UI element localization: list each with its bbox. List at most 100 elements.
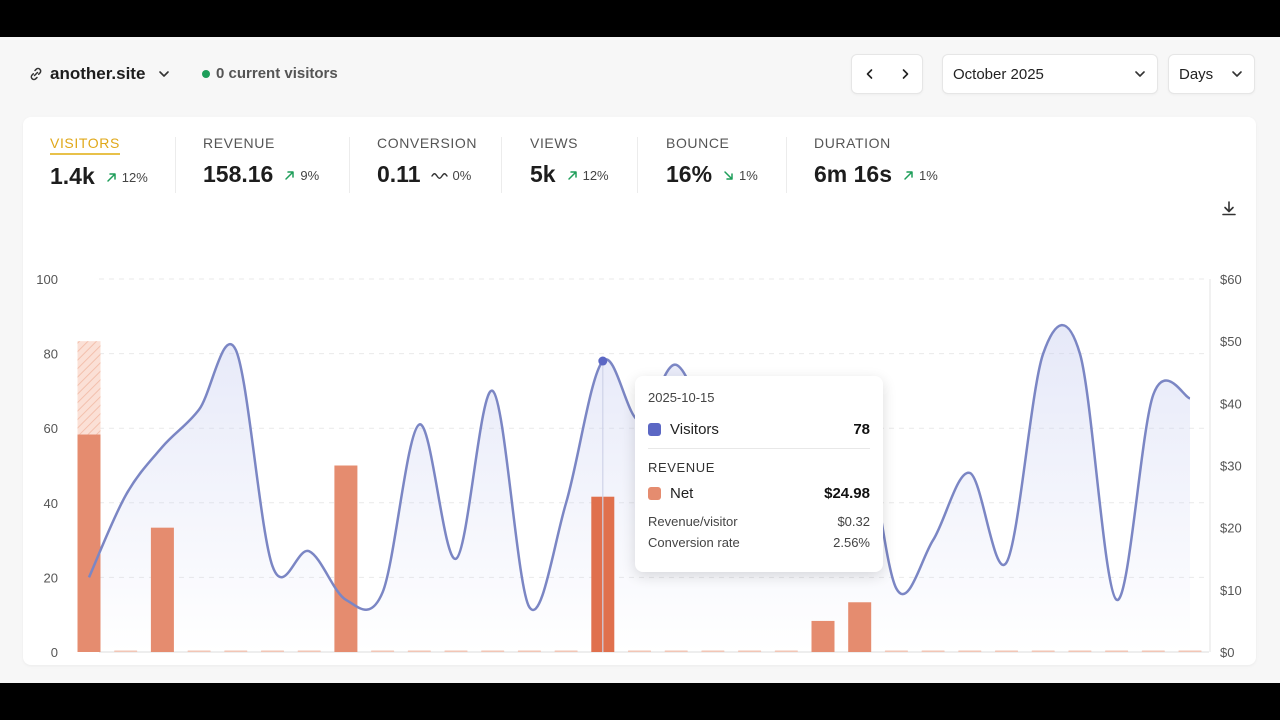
tooltip-revenue-heading: REVENUE xyxy=(648,460,716,475)
revenue-bar-empty xyxy=(261,650,284,652)
metric-bounce[interactable]: BOUNCE 16% 1% xyxy=(666,135,758,195)
revenue-bar-empty xyxy=(664,650,688,652)
y-tick-left: 100 xyxy=(36,272,58,287)
visitors-swatch xyxy=(648,423,661,436)
date-nav xyxy=(851,54,923,94)
metric-duration[interactable]: DURATION 6m 16s 1% xyxy=(814,135,938,195)
chart-highlight xyxy=(598,356,608,652)
y-tick-right: $30 xyxy=(1220,459,1242,474)
metric-value: 0.11 xyxy=(377,161,421,187)
site-name: another.site xyxy=(50,64,146,83)
divider xyxy=(637,137,638,193)
period-select[interactable]: Days xyxy=(1168,54,1255,94)
tooltip-rpv-label: Revenue/visitor xyxy=(648,514,738,529)
metric-label: CONVERSION xyxy=(377,135,478,151)
revenue-bar-empty xyxy=(995,650,1018,652)
metric-change: 9% xyxy=(283,168,319,183)
chevron-down-icon xyxy=(159,71,170,77)
metric-change-value: 0% xyxy=(452,168,472,183)
metric-change: 1% xyxy=(902,168,938,183)
y-tick-right: $20 xyxy=(1220,521,1242,536)
revenue-bar-empty xyxy=(1178,650,1202,652)
metric-label: VISITORS xyxy=(50,135,120,155)
month-select[interactable]: October 2025 xyxy=(942,54,1158,94)
metric-change-value: 12% xyxy=(582,168,609,183)
y-tick-right: $0 xyxy=(1220,645,1234,660)
metric-change: 12% xyxy=(105,170,148,185)
metric-visitors[interactable]: VISITORS 1.4k 12% xyxy=(50,135,148,195)
y-tick-left: 40 xyxy=(44,496,58,511)
revenue-bar-empty xyxy=(187,650,211,652)
revenue-bar xyxy=(848,602,872,652)
y-tick-left: 60 xyxy=(44,421,58,436)
y-tick-left: 20 xyxy=(44,570,58,585)
y-tick-right: $50 xyxy=(1220,334,1242,349)
month-select-value: October 2025 xyxy=(953,65,1044,83)
metric-conversion[interactable]: CONVERSION 0.11 0% xyxy=(377,135,477,195)
next-period-button[interactable] xyxy=(887,55,922,93)
chevron-down-icon xyxy=(1135,71,1145,77)
metric-revenue[interactable]: REVENUE 158.16 9% xyxy=(203,135,319,195)
arrow-up-right-icon xyxy=(285,171,295,180)
revenue-bar-empty xyxy=(738,650,762,652)
revenue-bar-empty xyxy=(1068,650,1092,652)
metric-change-value: 1% xyxy=(739,168,758,183)
revenue-bar-empty xyxy=(628,650,651,652)
y-tick-right: $40 xyxy=(1220,396,1242,411)
revenue-bar-empty xyxy=(224,650,248,652)
tooltip-divider xyxy=(648,448,870,449)
metric-change-value: 1% xyxy=(919,168,938,183)
revenue-bar-empty xyxy=(554,650,578,652)
chart-tooltip: 2025-10-15 Visitors 78 REVENUE Net $24.9… xyxy=(635,376,883,572)
tooltip-net-value: $24.98 xyxy=(824,485,870,502)
arrow-up-right-icon xyxy=(107,173,116,182)
metric-label: REVENUE xyxy=(203,135,275,151)
link-icon xyxy=(30,67,42,81)
tooltip-conv-value: 2.56% xyxy=(833,535,870,550)
metric-value: 6m 16s xyxy=(814,161,893,187)
chevron-down-icon xyxy=(1232,71,1242,77)
previous-period-button[interactable] xyxy=(852,55,887,93)
metric-views[interactable]: VIEWS 5k 12% xyxy=(530,135,609,195)
metric-change: 12% xyxy=(566,168,609,183)
divider xyxy=(501,137,502,193)
arrow-up-right-icon xyxy=(904,171,913,180)
revenue-bars xyxy=(77,341,1202,652)
revenue-bar-empty xyxy=(481,650,505,652)
tooltip-visitors-value: 78 xyxy=(853,421,870,438)
revenue-bar-empty xyxy=(958,650,982,652)
period-select-value: Days xyxy=(1179,65,1214,83)
metric-change-value: 12% xyxy=(121,170,148,185)
metric-change: 1% xyxy=(722,168,758,183)
download-icon[interactable] xyxy=(1219,199,1239,219)
highlight-point xyxy=(598,356,608,366)
analytics-dashboard: another.site 0 current visitors October … xyxy=(0,37,1280,683)
site-selector[interactable]: another.site xyxy=(28,63,171,85)
divider xyxy=(349,137,350,193)
revenue-bar-empty xyxy=(297,650,321,652)
metric-value: 158.16 xyxy=(203,161,274,187)
metric-value: 1.4k xyxy=(50,163,95,189)
arrow-down-right-icon xyxy=(724,171,733,180)
arrow-up-right-icon xyxy=(567,171,577,180)
metric-label: BOUNCE xyxy=(666,135,730,151)
revenue-bar-empty xyxy=(444,650,468,652)
net-swatch xyxy=(648,487,661,500)
revenue-bar xyxy=(150,527,174,652)
metric-change: 0% xyxy=(430,168,472,183)
chevron-left-icon xyxy=(866,69,872,79)
revenue-bar-empty xyxy=(774,650,798,652)
live-dot-icon xyxy=(202,69,210,78)
revenue-bar-empty xyxy=(114,650,138,652)
trend-flat-icon xyxy=(430,173,448,179)
tooltip-date: 2025-10-15 xyxy=(648,390,715,405)
bottom-letterbox xyxy=(0,683,1280,720)
tooltip-rpv-value: $0.32 xyxy=(837,514,870,529)
revenue-bar-empty xyxy=(371,650,395,652)
y-tick-left: 80 xyxy=(44,347,58,362)
revenue-bar-empty xyxy=(701,650,725,652)
metric-label: VIEWS xyxy=(530,135,579,151)
tooltip-conv-label: Conversion rate xyxy=(648,535,740,550)
revenue-bar-empty xyxy=(884,650,908,652)
